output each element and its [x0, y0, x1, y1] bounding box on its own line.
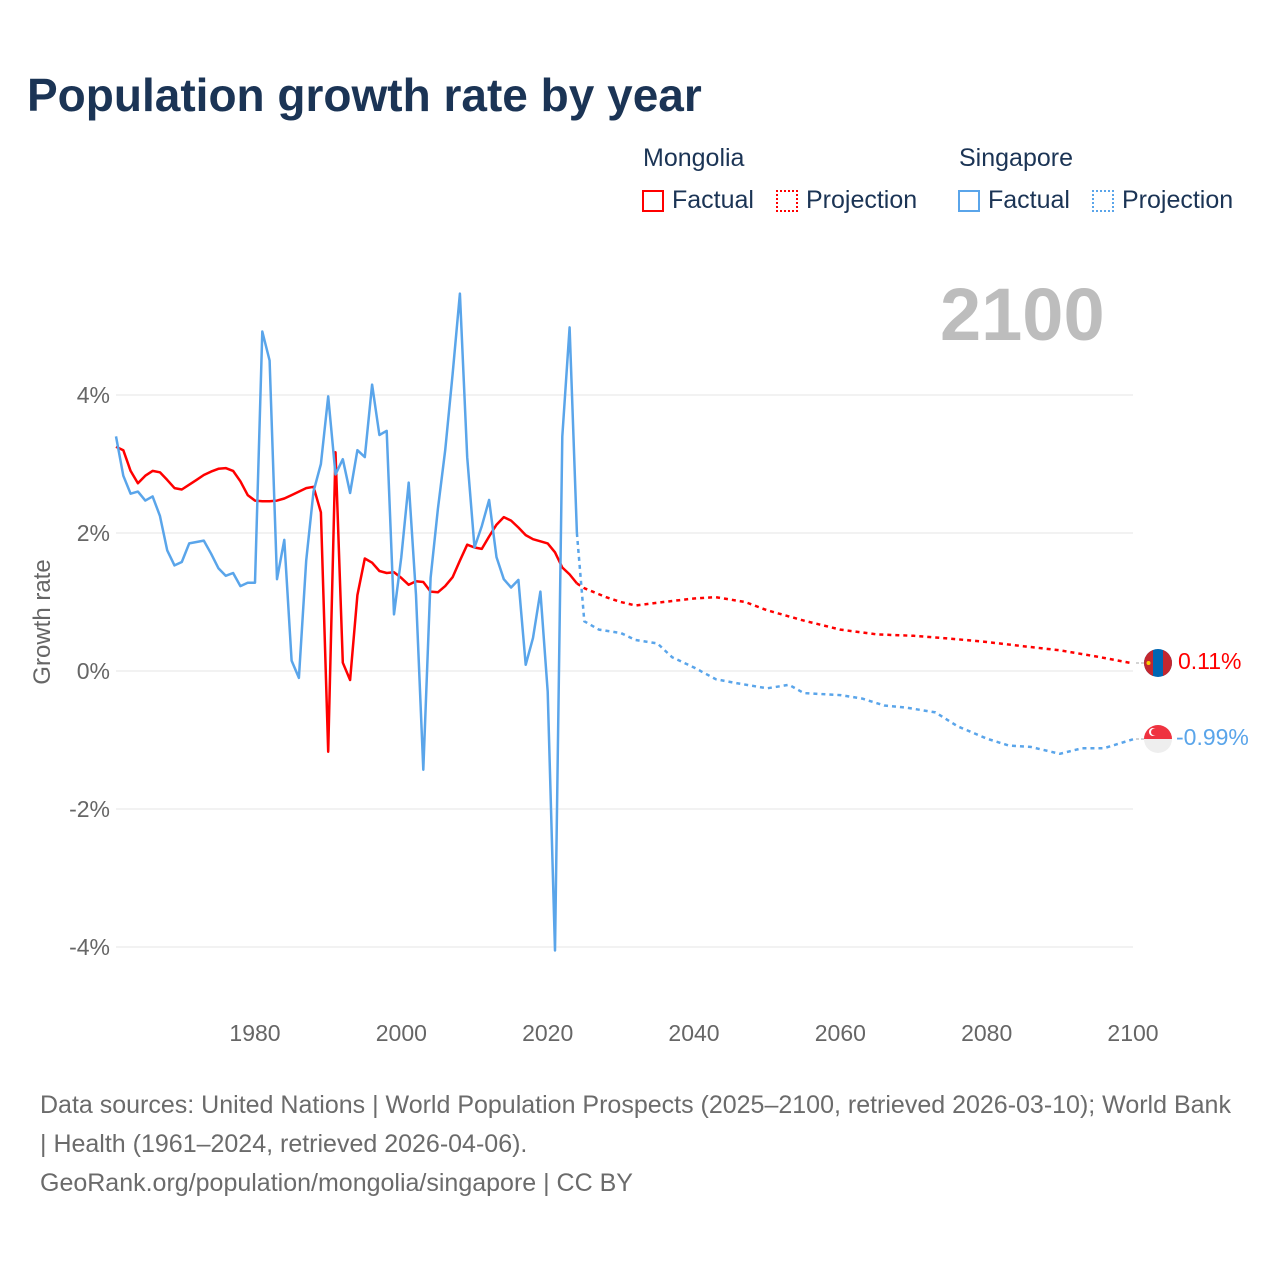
- legend-group-singapore: Singapore: [959, 144, 1073, 172]
- legend-swatch: [776, 189, 798, 212]
- singapore-flag-icon: [1144, 725, 1172, 753]
- x-tick-label: 2000: [376, 1020, 427, 1046]
- y-tick-label: 0%: [77, 658, 110, 684]
- legend-label: Factual: [988, 186, 1070, 214]
- y-tick-label: -2%: [69, 796, 110, 822]
- legend-swatch: [1092, 189, 1114, 212]
- legend-label: Projection: [1122, 186, 1234, 214]
- x-tick-label: 2080: [961, 1020, 1012, 1046]
- page-title: Population growth rate by year: [27, 69, 702, 121]
- series-line-mongolia-factual: [115, 445, 578, 753]
- y-tick-label: 4%: [77, 382, 110, 408]
- current-year-indicator: 2100: [940, 273, 1105, 356]
- y-tick-label: -4%: [69, 934, 110, 960]
- legend-swatch: [642, 189, 664, 212]
- legend-label: Projection: [806, 186, 918, 214]
- x-tick-label: 2060: [815, 1020, 866, 1046]
- y-tick-label: 2%: [77, 520, 110, 546]
- legend-mongolia-projection[interactable]: Projection: [776, 186, 917, 215]
- mongolia-end-label: 0.11%: [1178, 648, 1242, 674]
- credit-link[interactable]: GeoRank.org/population/mongolia/singapor…: [40, 1169, 633, 1197]
- data-sources: Data sources: United Nations | World Pop…: [40, 1091, 1231, 1158]
- series-line-singapore-factual: [114, 292, 579, 952]
- x-tick-label: 2100: [1107, 1020, 1158, 1046]
- x-tick-label: 2020: [522, 1020, 573, 1046]
- legend-label: Factual: [672, 186, 754, 214]
- legend-singapore-factual[interactable]: Factual: [958, 186, 1070, 215]
- x-tick-label: 2040: [668, 1020, 719, 1046]
- legend-group-mongolia: Mongolia: [643, 144, 745, 172]
- singapore-end-label: -0.99%: [1176, 724, 1249, 750]
- legend-mongolia-factual[interactable]: Factual: [642, 186, 754, 215]
- legend-swatch: [958, 189, 980, 212]
- legend-singapore-projection[interactable]: Projection: [1092, 186, 1233, 215]
- series-line-singapore-projection: [575, 532, 1134, 756]
- footer: Data sources: United Nations | World Pop…: [40, 1086, 1240, 1203]
- series-line-mongolia-projection: [576, 582, 1134, 665]
- mongolia-flag-icon: [1144, 649, 1172, 677]
- y-axis-label: Growth rate: [29, 559, 56, 684]
- x-tick-label: 1980: [229, 1020, 280, 1046]
